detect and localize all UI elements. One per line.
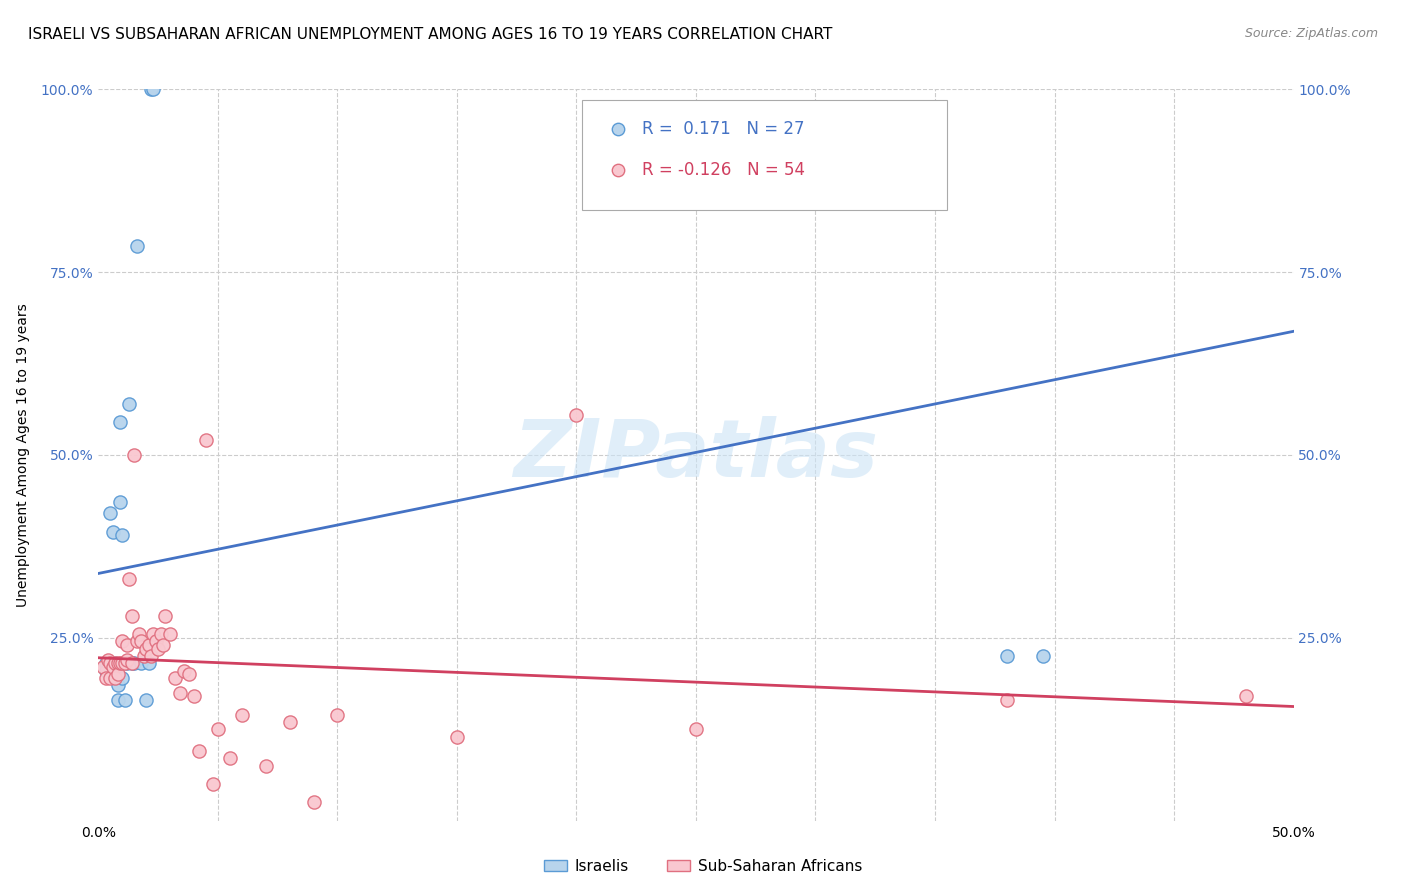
Point — [446, 730, 468, 744]
Point — [326, 707, 349, 722]
Point — [254, 758, 277, 772]
Point — [142, 627, 165, 641]
Point — [145, 634, 167, 648]
Point — [138, 638, 160, 652]
Point — [187, 744, 209, 758]
Point — [125, 239, 148, 253]
Point — [169, 686, 191, 700]
Point — [107, 657, 129, 671]
Point — [94, 671, 117, 685]
Point — [108, 657, 131, 671]
Point — [128, 627, 150, 641]
Point — [108, 415, 131, 429]
Point — [94, 657, 117, 671]
Point — [115, 657, 138, 671]
Point — [685, 723, 707, 737]
Point — [104, 671, 127, 685]
Point — [1128, 162, 1150, 177]
Point — [124, 657, 146, 671]
Point — [98, 507, 122, 521]
Legend: Israelis, Sub-Saharan Africans: Israelis, Sub-Saharan Africans — [538, 853, 868, 880]
Point — [104, 671, 127, 685]
Point — [115, 653, 138, 667]
Point — [107, 678, 129, 692]
Point — [107, 693, 129, 707]
Point — [132, 649, 155, 664]
Point — [97, 653, 120, 667]
Point — [135, 693, 157, 707]
Text: R =  0.171   N = 27: R = 0.171 N = 27 — [643, 120, 804, 138]
Point — [101, 660, 124, 674]
Point — [114, 657, 136, 671]
Point — [163, 671, 186, 685]
Point — [159, 627, 181, 641]
Point — [94, 664, 117, 678]
Y-axis label: Unemployment Among Ages 16 to 19 years: Unemployment Among Ages 16 to 19 years — [15, 303, 30, 607]
Point — [121, 657, 143, 671]
Point — [1032, 649, 1054, 664]
Point — [152, 638, 174, 652]
Point — [202, 777, 225, 791]
Point — [111, 671, 134, 685]
Point — [121, 608, 143, 623]
Point — [115, 638, 138, 652]
Point — [131, 634, 153, 648]
Point — [118, 397, 141, 411]
Point — [111, 528, 134, 542]
Point — [219, 751, 242, 765]
Point — [155, 608, 177, 623]
Text: ISRAELI VS SUBSAHARAN AFRICAN UNEMPLOYMENT AMONG AGES 16 TO 19 YEARS CORRELATION: ISRAELI VS SUBSAHARAN AFRICAN UNEMPLOYME… — [28, 27, 832, 42]
Point — [173, 664, 195, 678]
Point — [107, 667, 129, 681]
Point — [91, 660, 114, 674]
Point — [231, 707, 253, 722]
Text: R = -0.126   N = 54: R = -0.126 N = 54 — [643, 161, 806, 178]
Point — [98, 671, 122, 685]
Point — [149, 627, 172, 641]
Point — [131, 657, 153, 671]
Point — [111, 657, 134, 671]
Point — [114, 693, 136, 707]
Point — [104, 657, 127, 671]
Point — [302, 796, 325, 810]
Point — [1234, 690, 1257, 704]
Point — [125, 634, 148, 648]
Point — [995, 693, 1018, 707]
Point — [108, 495, 131, 509]
Point — [183, 690, 205, 704]
Point — [194, 434, 218, 448]
FancyBboxPatch shape — [582, 100, 948, 210]
Point — [995, 649, 1018, 664]
Point — [207, 723, 229, 737]
Point — [139, 649, 162, 664]
Point — [104, 657, 127, 671]
Point — [179, 667, 201, 681]
Point — [98, 657, 122, 671]
Point — [142, 82, 165, 96]
Point — [101, 524, 124, 539]
Point — [121, 657, 143, 671]
Point — [139, 82, 162, 96]
Point — [138, 657, 160, 671]
Point — [111, 634, 134, 648]
Point — [135, 641, 157, 656]
Point — [148, 641, 170, 656]
Point — [565, 408, 588, 422]
Point — [278, 714, 301, 729]
Text: ZIPatlas: ZIPatlas — [513, 416, 879, 494]
Point — [1128, 122, 1150, 136]
Point — [118, 572, 141, 586]
Text: Source: ZipAtlas.com: Source: ZipAtlas.com — [1244, 27, 1378, 40]
Point — [124, 448, 146, 462]
